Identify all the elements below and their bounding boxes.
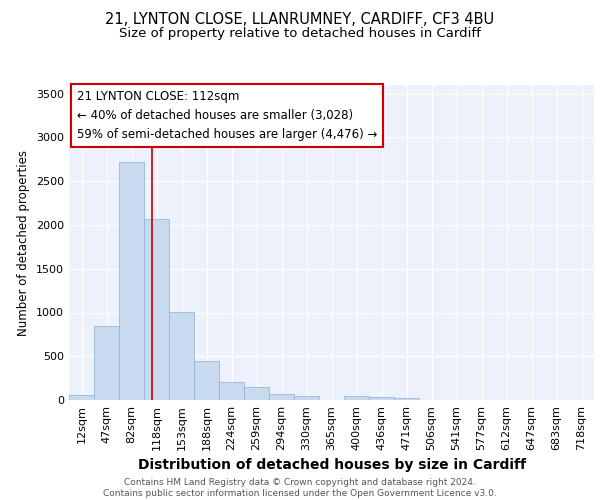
Text: 21, LYNTON CLOSE, LLANRUMNEY, CARDIFF, CF3 4BU: 21, LYNTON CLOSE, LLANRUMNEY, CARDIFF, C… [106, 12, 494, 28]
Text: Size of property relative to detached houses in Cardiff: Size of property relative to detached ho… [119, 28, 481, 40]
Bar [344, 396, 369, 400]
Bar [119, 162, 144, 400]
Bar [169, 312, 194, 400]
Text: Contains HM Land Registry data © Crown copyright and database right 2024.
Contai: Contains HM Land Registry data © Crown c… [103, 478, 497, 498]
Text: 21 LYNTON CLOSE: 112sqm
← 40% of detached houses are smaller (3,028)
59% of semi: 21 LYNTON CLOSE: 112sqm ← 40% of detache… [77, 90, 377, 140]
Bar [269, 394, 294, 400]
X-axis label: Distribution of detached houses by size in Cardiff: Distribution of detached houses by size … [137, 458, 526, 472]
Bar [144, 219, 169, 400]
Y-axis label: Number of detached properties: Number of detached properties [17, 150, 31, 336]
Bar [244, 387, 269, 400]
Bar [94, 326, 119, 400]
Bar [394, 398, 419, 400]
Bar [194, 360, 219, 400]
Bar [369, 397, 394, 400]
Bar [69, 395, 94, 400]
Bar [294, 396, 319, 400]
Bar [219, 382, 244, 400]
